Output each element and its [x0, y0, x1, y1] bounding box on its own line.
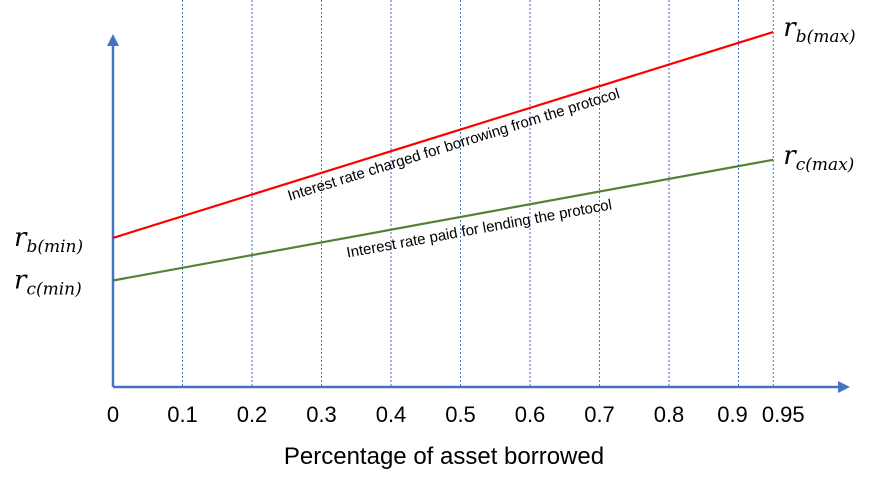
axes [107, 34, 850, 393]
x-axis-arrow-icon [838, 381, 850, 393]
x-tick-labels: 0 0.1 0.2 0.3 0.4 0.5 0.6 0.7 0.8 0.9 0.95 [107, 402, 805, 427]
x-tick-label: 0.8 [654, 402, 685, 427]
series-line [112, 30, 774, 239]
series-start-label: rc(min) [14, 266, 82, 300]
x-tick-label: 0.6 [515, 402, 546, 427]
series-label: Interest rate paid for lending the proto… [345, 196, 613, 261]
x-tick-label: 0.1 [167, 402, 198, 427]
x-tick-label: 0.9 [717, 402, 748, 427]
series-line [112, 158, 774, 282]
grid-lines [182, 0, 774, 387]
series-end-label: rb(max) [783, 13, 855, 47]
x-tick-label: 0.3 [306, 402, 337, 427]
x-tick-label: 0.4 [376, 402, 407, 427]
x-tick-label: 0.5 [445, 402, 476, 427]
series-end-label: rc(max) [783, 141, 854, 175]
x-tick-label: 0.2 [237, 402, 268, 427]
y-axis-arrow-icon [107, 34, 119, 46]
series-label: Interest rate charged for borrowing from… [286, 85, 622, 204]
series-start-label: rb(min) [14, 223, 83, 257]
x-tick-label: 0.95 [762, 402, 805, 427]
x-tick-label: 0 [107, 402, 119, 427]
x-axis-title: Percentage of asset borrowed [284, 443, 604, 470]
x-tick-label: 0.7 [584, 402, 615, 427]
series-group: Interest rate charged for borrowing from… [14, 13, 856, 300]
